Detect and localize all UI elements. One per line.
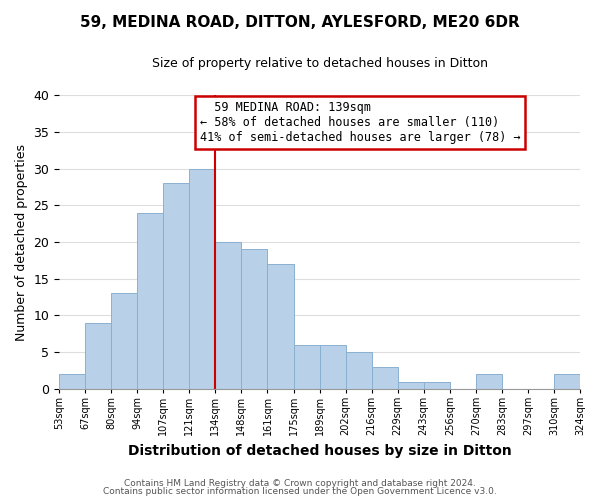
Bar <box>111 294 137 389</box>
Bar <box>268 264 293 389</box>
Bar <box>163 184 190 389</box>
Text: 59 MEDINA ROAD: 139sqm
← 58% of detached houses are smaller (110)
41% of semi-de: 59 MEDINA ROAD: 139sqm ← 58% of detached… <box>200 101 520 144</box>
Bar <box>371 367 398 389</box>
Bar <box>424 382 450 389</box>
Bar <box>137 212 163 389</box>
X-axis label: Distribution of detached houses by size in Ditton: Distribution of detached houses by size … <box>128 444 511 458</box>
Text: Contains public sector information licensed under the Open Government Licence v3: Contains public sector information licen… <box>103 487 497 496</box>
Bar <box>241 250 268 389</box>
Bar <box>398 382 424 389</box>
Bar <box>59 374 85 389</box>
Bar <box>476 374 502 389</box>
Text: Contains HM Land Registry data © Crown copyright and database right 2024.: Contains HM Land Registry data © Crown c… <box>124 478 476 488</box>
Title: Size of property relative to detached houses in Ditton: Size of property relative to detached ho… <box>152 58 488 70</box>
Text: 59, MEDINA ROAD, DITTON, AYLESFORD, ME20 6DR: 59, MEDINA ROAD, DITTON, AYLESFORD, ME20… <box>80 15 520 30</box>
Bar <box>320 345 346 389</box>
Bar <box>346 352 371 389</box>
Bar <box>190 168 215 389</box>
Bar <box>215 242 241 389</box>
Bar <box>85 323 111 389</box>
Bar <box>293 345 320 389</box>
Y-axis label: Number of detached properties: Number of detached properties <box>15 144 28 340</box>
Bar <box>554 374 580 389</box>
